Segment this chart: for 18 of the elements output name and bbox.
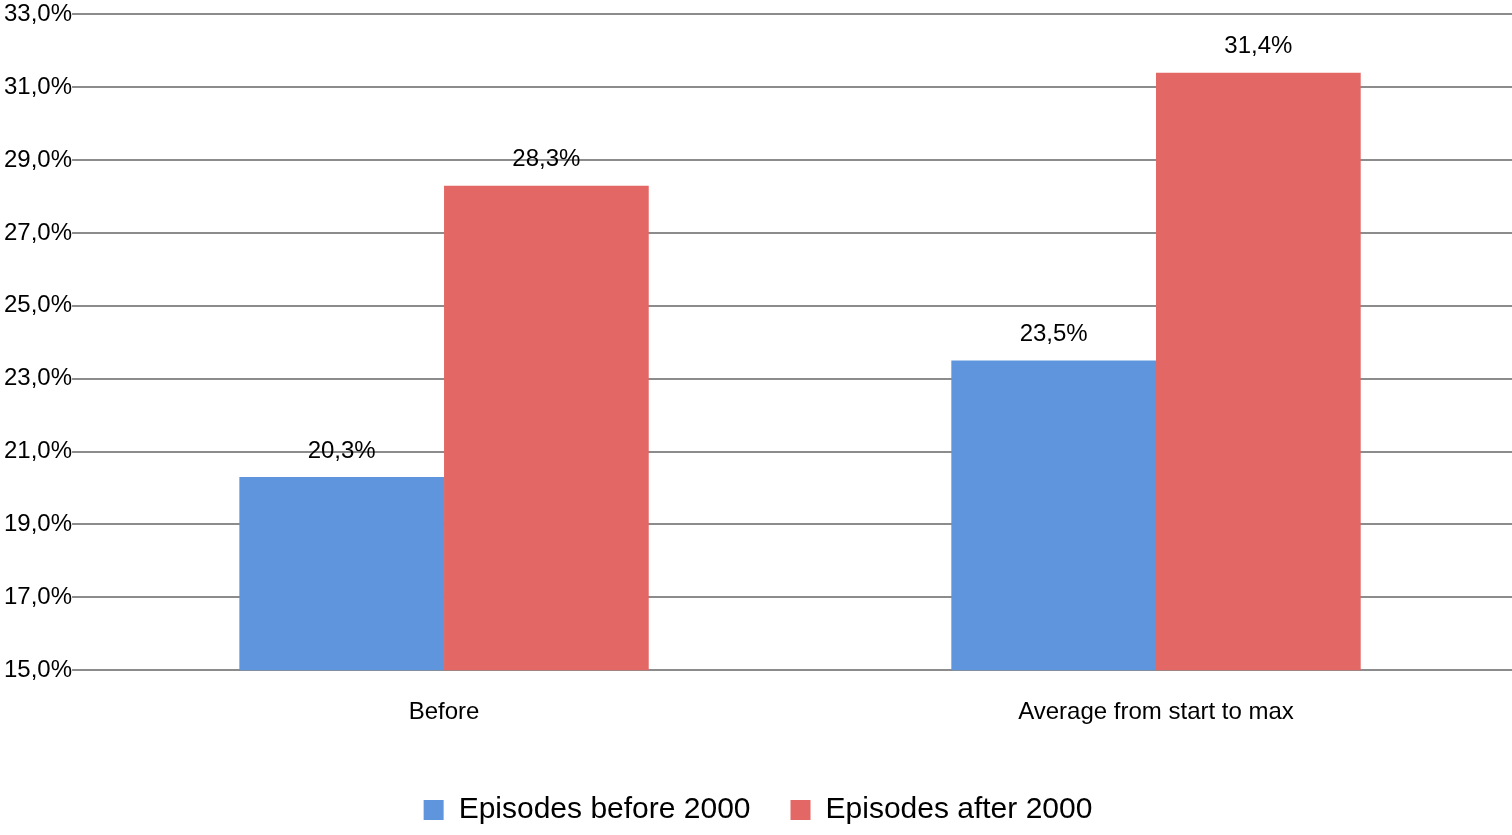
y-tick-label: 19,0% <box>3 509 73 537</box>
data-label: 31,4% <box>1224 31 1293 59</box>
x-tick-label: Before <box>408 697 480 725</box>
x-tick-label: Average from start to max <box>1018 697 1294 725</box>
y-tick-label: 17,0% <box>3 581 73 609</box>
y-tick-label: 29,0% <box>3 144 73 172</box>
y-tick-label: 31,0% <box>3 71 73 99</box>
y-tick-label: 33,0% <box>3 0 73 27</box>
data-label: 20,3% <box>307 435 376 463</box>
legend-label: Episodes before 2000 <box>458 791 751 825</box>
y-tick-label: 25,0% <box>3 290 73 318</box>
data-label: 23,5% <box>1019 319 1088 347</box>
y-tick-label: 27,0% <box>3 217 73 245</box>
y-tick-label: 15,0% <box>3 654 73 682</box>
data-label: 28,3% <box>512 144 581 172</box>
y-tick-label: 23,0% <box>3 363 73 391</box>
y-tick-label: 21,0% <box>3 436 73 464</box>
legend-label: Episodes after 2000 <box>825 791 1093 825</box>
